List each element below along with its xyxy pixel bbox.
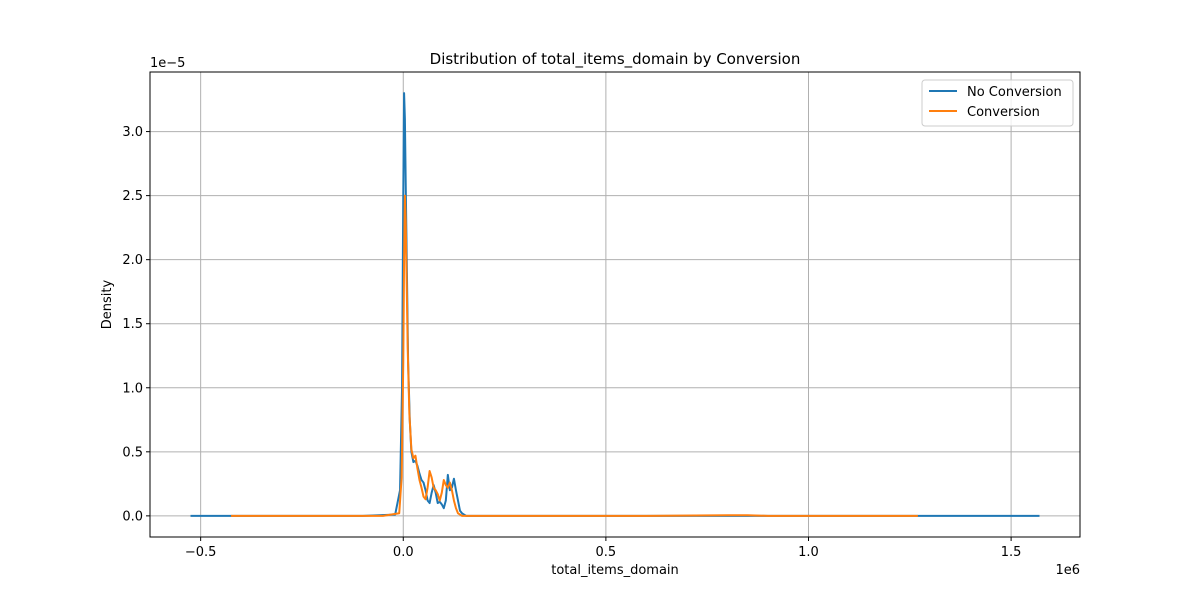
x-tick-label: 0.5: [596, 545, 617, 560]
x-tick-label: 1.5: [1001, 545, 1022, 560]
grid: [150, 72, 1080, 537]
plot-frame: [149, 71, 1081, 538]
x-tick-label: 0.0: [393, 545, 414, 560]
y-tick-label: 1.0: [122, 381, 143, 396]
y-tick-label: 2.0: [122, 253, 143, 268]
y-tick-label: 3.0: [122, 125, 143, 140]
x-tick-label: −0.5: [185, 545, 217, 560]
y-tick-label: 0.0: [122, 509, 143, 524]
series-lines: [190, 92, 1040, 517]
y-tick-label: 0.5: [122, 445, 143, 460]
y-offset-label: 1e−5: [150, 56, 185, 71]
y-axis-label: Density: [100, 279, 115, 329]
legend-box: [921, 79, 1074, 127]
series-line-conversion: [231, 194, 918, 517]
legend: No Conversion Conversion: [921, 79, 1074, 127]
x-tick-label: 1.0: [798, 545, 819, 560]
legend-label-conversion: Conversion: [967, 105, 1040, 120]
y-tick-label: 1.5: [122, 317, 143, 332]
legend-label-no-conversion: No Conversion: [967, 85, 1062, 100]
axis-ticks: −0.5 0.0 0.5 1.0 1.5 0.0 0.5 1.0 1.5 2.0 2.5 3.0: [122, 125, 1021, 560]
x-axis-label: total_items_domain: [551, 563, 679, 578]
y-tick-label: 2.5: [122, 189, 143, 204]
x-offset-label: 1e6: [1055, 563, 1080, 578]
chart-title: Distribution of total_items_domain by Co…: [430, 50, 801, 69]
